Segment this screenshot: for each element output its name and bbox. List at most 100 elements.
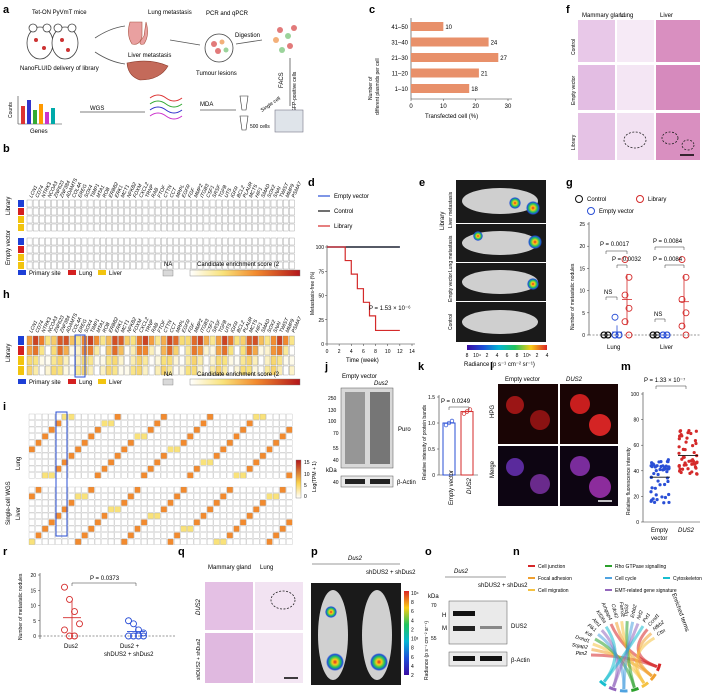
sc-cell [200,459,207,466]
heatmap-cell [203,215,210,224]
sc-cell [180,532,187,539]
sc-cell [134,493,141,500]
sc-cell [200,499,207,506]
sc-cell [167,446,174,453]
sc-cell [193,486,200,493]
sc-cell [127,532,134,539]
panel-letter-r: r [3,546,8,558]
heatmap-cell [87,261,94,270]
sc-cell [108,413,115,420]
f-tile [578,113,615,160]
legend-swatch-na [162,269,174,277]
heatmap-cell [197,355,204,366]
sc-cell [101,446,108,453]
sc-cell [187,472,194,479]
sc-cell [259,413,266,420]
heatmap-cell [185,199,191,208]
sc-cell [81,413,88,420]
g-point [625,331,633,339]
sc-cell [147,452,154,459]
e-mouse-body [462,188,538,214]
sc-cell [279,506,286,513]
heatmap-cell [161,253,167,262]
p-scale-tick: 2 [411,627,414,633]
sc-cell [121,439,128,446]
n-legend-label: Cytoskeleton [673,576,702,582]
j-marker: 40 [333,458,339,464]
sc-cell [160,519,167,526]
sc-cell [68,486,75,493]
sc-cell [154,486,161,493]
heatmap-cell [63,215,69,224]
sc-cell [200,532,207,539]
sc-cell [246,512,253,519]
b-empty-label: Empty vector [6,230,12,265]
sc-cell [88,433,95,440]
n-chord [635,636,656,685]
sc-cell [147,486,154,493]
heatmap-cell [87,253,94,262]
sc-cell [180,525,187,532]
sc-cell [213,452,220,459]
heatmap-cell [26,207,33,216]
sc-cell [55,486,62,493]
sc-cell [200,538,207,545]
n-gene-label: Nrf2 [636,609,645,620]
heatmap-cell [161,223,167,232]
heatmap-cell [222,199,228,208]
heatmap-cell [87,199,94,208]
sc-cell [141,519,148,526]
sc-cell [167,519,174,526]
sc-cell [160,433,167,440]
m-points [649,429,699,505]
r-point [66,632,73,640]
panel-e-imaging: Library Liver metastasis Lung metastasis… [440,180,549,368]
heatmap-cell [197,199,204,208]
sc-cell [108,452,115,459]
n-gene-label: Cdc42 [610,603,620,619]
row-tissue-marker [18,336,24,345]
heatmap-cell [191,245,197,254]
heatmap-cell [289,335,295,346]
heatmap-cell [26,215,33,224]
gene-label: BCL2 [236,185,247,199]
heatmap-cell [124,223,130,232]
sc-cell [68,519,75,526]
sc-cell [81,525,88,532]
tube-icon [239,95,249,131]
heatmap-cell [118,207,124,216]
sc-cell [174,439,181,446]
heatmap-cell [136,207,143,216]
heatmap-cell [191,237,197,246]
m-point [684,440,688,444]
d-annotation: P = 1.53 × 10⁻⁶ [369,305,411,312]
sc-cell [187,525,194,532]
heatmap-cell [100,253,106,262]
sc-cell [114,538,121,545]
heatmap-cell [51,253,57,262]
n-legend-label: Cell junction [538,564,565,570]
g-legend-library: Library [648,197,666,203]
heatmap-cell [26,245,33,254]
heatmap-cell [81,253,88,262]
sc-cell [273,465,280,472]
sc-cell [246,439,253,446]
gene-label: SNAI [272,320,283,334]
heatmap-cell [191,215,197,224]
sc-cell [141,413,148,420]
heatmap-cell [276,261,283,270]
heatmap-cell [63,245,69,254]
panel-letter-d: d [308,177,315,189]
sc-cell [154,472,161,479]
sc-cell [187,413,194,420]
m-point [667,500,671,505]
sc-cell [127,493,134,500]
o-marker-55: 55 [431,636,437,642]
sc-cell [213,413,220,420]
heatmap-cell [26,237,33,246]
sc-cell [101,525,108,532]
m-point [650,462,655,466]
